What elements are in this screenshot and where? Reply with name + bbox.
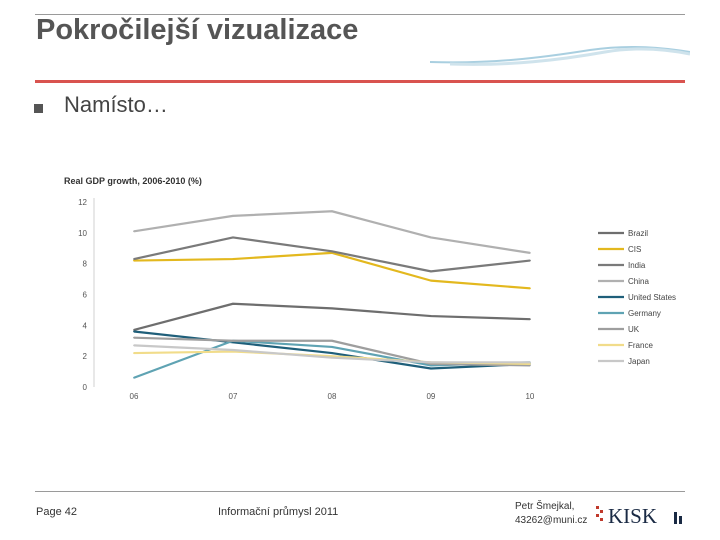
x-tick-label: 07 bbox=[229, 392, 238, 401]
data-point bbox=[331, 307, 333, 310]
y-tick-label: 12 bbox=[78, 198, 87, 207]
x-tick-label: 06 bbox=[130, 392, 139, 401]
data-point bbox=[331, 356, 333, 359]
data-point bbox=[232, 258, 234, 260]
data-point bbox=[133, 330, 135, 333]
footer-author-name: Petr Šmejkal, bbox=[515, 501, 575, 512]
legend-label: China bbox=[628, 277, 649, 286]
legend-label: Germany bbox=[628, 309, 661, 318]
title-accent-rule bbox=[35, 80, 685, 83]
data-point bbox=[232, 349, 234, 351]
series-line-cis bbox=[133, 251, 531, 290]
data-point bbox=[430, 315, 432, 317]
data-point bbox=[430, 367, 432, 370]
footer-line bbox=[35, 491, 685, 492]
legend-label: UK bbox=[628, 325, 640, 334]
svg-text:KISK: KISK bbox=[608, 504, 657, 528]
y-tick-label: 8 bbox=[83, 260, 88, 269]
data-point bbox=[331, 352, 333, 354]
data-point bbox=[430, 236, 432, 239]
data-point bbox=[430, 270, 432, 273]
data-point bbox=[232, 236, 234, 239]
y-tick-label: 10 bbox=[78, 229, 87, 238]
data-point bbox=[232, 214, 234, 217]
legend-label: United States bbox=[628, 293, 676, 302]
data-point bbox=[331, 250, 333, 253]
data-point bbox=[529, 361, 531, 364]
data-point bbox=[430, 361, 432, 364]
data-point bbox=[133, 329, 135, 331]
bullet-text: Namísto… bbox=[64, 92, 168, 117]
data-point bbox=[133, 230, 135, 233]
data-point bbox=[529, 259, 531, 262]
data-point bbox=[529, 251, 531, 254]
y-tick-label: 2 bbox=[83, 352, 88, 361]
footer-page-number: Page 42 bbox=[36, 506, 77, 518]
legend-label: Japan bbox=[628, 357, 650, 366]
data-point bbox=[232, 302, 234, 305]
data-point bbox=[133, 336, 135, 339]
y-tick-label: 6 bbox=[83, 291, 88, 300]
x-tick-label: 09 bbox=[426, 392, 435, 401]
data-point bbox=[331, 210, 333, 213]
kisk-logo: KISK bbox=[596, 504, 682, 528]
legend-label: India bbox=[628, 261, 646, 270]
data-point bbox=[430, 279, 432, 282]
data-point bbox=[331, 346, 333, 348]
data-point bbox=[529, 287, 531, 290]
data-point bbox=[133, 259, 135, 262]
x-tick-label: 10 bbox=[525, 392, 534, 401]
title-top-line bbox=[35, 14, 685, 15]
y-tick-label: 4 bbox=[83, 321, 88, 330]
bullet-square-icon bbox=[34, 104, 43, 113]
data-point bbox=[331, 339, 333, 342]
y-tick-label: 0 bbox=[83, 383, 88, 392]
footer-course: Informační průmysl 2011 bbox=[218, 506, 339, 518]
slide-title: Pokročilejší vizualizace bbox=[36, 14, 359, 46]
chart-title: Real GDP growth, 2006-2010 (%) bbox=[64, 176, 202, 186]
data-point bbox=[133, 376, 135, 379]
gdp-line-chart: Real GDP growth, 2006-2010 (%) 0 2 4 6 8 10 12… bbox=[64, 176, 676, 401]
decorative-wave bbox=[430, 45, 690, 66]
legend-label: France bbox=[628, 341, 653, 350]
data-point bbox=[133, 258, 135, 260]
data-point bbox=[133, 344, 135, 347]
legend-label: CIS bbox=[628, 245, 641, 254]
x-tick-label: 08 bbox=[328, 392, 337, 401]
data-point bbox=[529, 318, 531, 321]
data-point bbox=[232, 339, 234, 342]
footer-author-email: 43262@muni.cz bbox=[515, 515, 588, 526]
data-point bbox=[133, 352, 135, 354]
footer-author: Petr Šmejkal, 43262@muni.cz bbox=[515, 500, 587, 528]
legend-label: Brazil bbox=[628, 229, 648, 238]
